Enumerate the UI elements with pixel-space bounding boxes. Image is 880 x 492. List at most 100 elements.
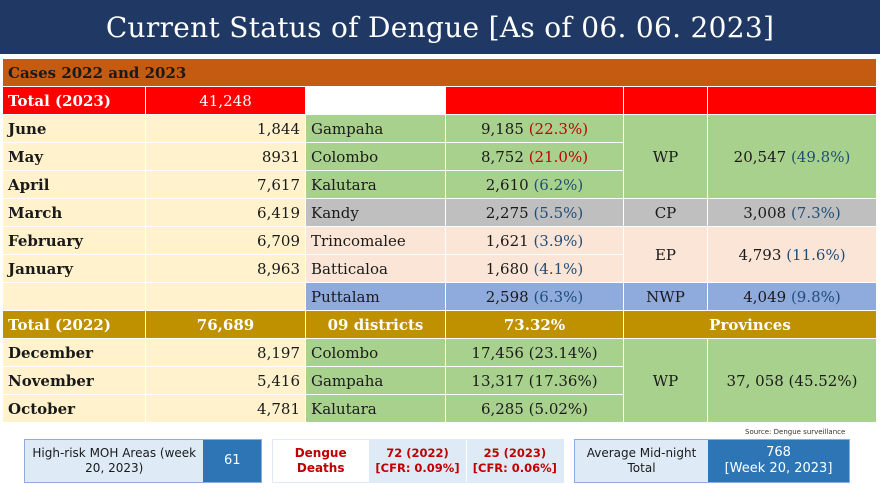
month-label: December — [2, 338, 146, 367]
district-pct: (5.5%) — [533, 203, 584, 222]
table-row: October 4,781 Kalutara 6,285 (5.02%) — [2, 394, 877, 423]
month-cases: 8,197 — [145, 338, 306, 367]
month-label: November — [2, 366, 146, 395]
section-header-row: Cases 2022 and 2023 — [2, 58, 877, 87]
district-pct: (3.9%) — [533, 231, 584, 250]
month-label: March — [2, 198, 146, 227]
province-pct: (7.3%) — [790, 203, 841, 222]
high-risk-value: 61 — [203, 440, 261, 482]
month-cases: 5,416 — [145, 366, 306, 395]
month-label: February — [2, 226, 146, 255]
midnight-value-box: 768 [Week 20, 2023] — [708, 440, 849, 482]
district-pct: (6.2%) — [533, 175, 584, 194]
provinces-label: Provinces — [623, 310, 877, 339]
province-name: CP — [623, 198, 708, 227]
total-2023-label: Total (2023) — [2, 86, 146, 115]
district-cases: 8,752 — [480, 147, 524, 166]
empty-cell — [305, 86, 446, 115]
table-row: January 8,963 Batticaloa 1,680 (4.1%) — [2, 254, 877, 283]
table-row: March 6,419 Kandy 2,275 (5.5%) CP 3,008 … — [2, 198, 877, 227]
deaths-2022-count: 72 (2022) — [386, 446, 449, 461]
empty-cell — [145, 282, 306, 311]
source-note: Source: Dengue surveillance — [745, 428, 846, 436]
dengue-deaths-label: Dengue Deaths — [273, 440, 369, 482]
province-pct: (11.6%) — [786, 245, 846, 264]
deaths-2023-count: 25 (2023) — [483, 446, 547, 461]
district-name: Gampaha — [305, 366, 446, 395]
district-name: Kalutara — [305, 394, 446, 423]
high-risk-box: High-risk MOH Areas (week 20, 2023) 61 — [24, 439, 262, 483]
empty-cell — [445, 86, 624, 115]
district-cases: 1,680 — [485, 259, 529, 278]
total-2022-value: 76,689 — [145, 310, 306, 339]
midnight-week: [Week 20, 2023] — [724, 461, 833, 476]
high-risk-label: High-risk MOH Areas (week 20, 2023) — [25, 440, 204, 482]
province-cases: 20,547 — [733, 147, 787, 166]
province-name: EP — [623, 226, 708, 283]
total-2023-value: 41,248 — [145, 86, 306, 115]
deaths-2023: 25 (2023) [CFR: 0.06%] — [465, 440, 563, 482]
month-label: June — [2, 114, 146, 143]
midnight-total-box: Average Mid-night Total 768 [Week 20, 20… — [574, 439, 850, 483]
district-value: 6,285 (5.02%) — [445, 394, 624, 423]
deaths-2023-cfr: [CFR: 0.06%] — [472, 461, 557, 475]
district-pct: (21.0%) — [528, 147, 589, 166]
province-pct: (9.8%) — [790, 287, 841, 306]
district-pct: (22.3%) — [528, 119, 589, 138]
district-cases: 2,610 — [485, 175, 529, 194]
district-name: Kalutara — [305, 170, 446, 199]
table-row: February 6,709 Trincomalee 1,621 (3.9%) … — [2, 226, 877, 283]
district-name: Kandy — [305, 198, 446, 227]
table-row: November 5,416 Gampaha 13,317 (17.36%) — [2, 366, 877, 395]
district-name: Gampaha — [305, 114, 446, 143]
page-title: Current Status of Dengue [As of 06. 06. … — [0, 0, 880, 54]
month-label: May — [2, 142, 146, 171]
province-name: WP — [623, 338, 708, 423]
district-name: Colombo — [305, 338, 446, 367]
district-name: Colombo — [305, 142, 446, 171]
month-cases: 6,709 — [145, 226, 306, 255]
districts-count: 09 districts — [305, 310, 446, 339]
month-cases: 6,419 — [145, 198, 306, 227]
deaths-2022: 72 (2022) [CFR: 0.09%] — [368, 440, 466, 482]
district-cases: 2,598 — [485, 287, 529, 306]
district-cases: 1,621 — [485, 231, 529, 250]
total-2022-label: Total (2022) — [2, 310, 146, 339]
table-row: December 8,197 Colombo 17,456 (23.14%) W… — [2, 338, 877, 423]
province-name: NWP — [623, 282, 708, 311]
province-cases: 4,793 — [738, 245, 782, 264]
district-pct: (4.1%) — [533, 259, 584, 278]
month-cases: 8,963 — [145, 254, 306, 283]
district-pct: (6.3%) — [533, 287, 584, 306]
section-header: Cases 2022 and 2023 — [2, 58, 877, 87]
district-name: Batticaloa — [305, 254, 446, 283]
dengue-deaths-box: Dengue Deaths 72 (2022) [CFR: 0.09%] 25 … — [272, 439, 564, 483]
table-row: Puttalam 2,598 (6.3%) NWP 4,049 (9.8%) — [2, 282, 877, 311]
province-cases: 4,049 — [743, 287, 787, 306]
month-label: April — [2, 170, 146, 199]
month-label: January — [2, 254, 146, 283]
total-2023-row: Total (2023) 41,248 — [2, 86, 877, 115]
district-cases: 9,185 — [480, 119, 524, 138]
month-label: October — [2, 394, 146, 423]
province-name: WP — [623, 114, 708, 199]
table-row: June 1,844 Gampaha 9,185 (22.3%) WP 20,5… — [2, 114, 877, 199]
empty-cell — [707, 86, 877, 115]
districts-pct: 73.32% — [445, 310, 624, 339]
month-cases: 1,844 — [145, 114, 306, 143]
district-value: 13,317 (17.36%) — [445, 366, 624, 395]
empty-cell — [623, 86, 708, 115]
province-cases: 3,008 — [743, 203, 787, 222]
empty-cell — [2, 282, 146, 311]
district-name: Trincomalee — [305, 226, 446, 255]
deaths-2022-cfr: [CFR: 0.09%] — [375, 461, 460, 475]
month-cases: 8931 — [145, 142, 306, 171]
table-row: May 8931 Colombo 8,752 (21.0%) — [2, 142, 877, 171]
month-cases: 7,617 — [145, 170, 306, 199]
month-cases: 4,781 — [145, 394, 306, 423]
dengue-status-table: Cases 2022 and 2023 Total (2023) 41,248 … — [2, 58, 877, 423]
province-value: 37, 058 (45.52%) — [707, 338, 877, 423]
district-cases: 2,275 — [485, 203, 529, 222]
province-pct: (49.8%) — [790, 147, 851, 166]
district-name: Puttalam — [305, 282, 446, 311]
